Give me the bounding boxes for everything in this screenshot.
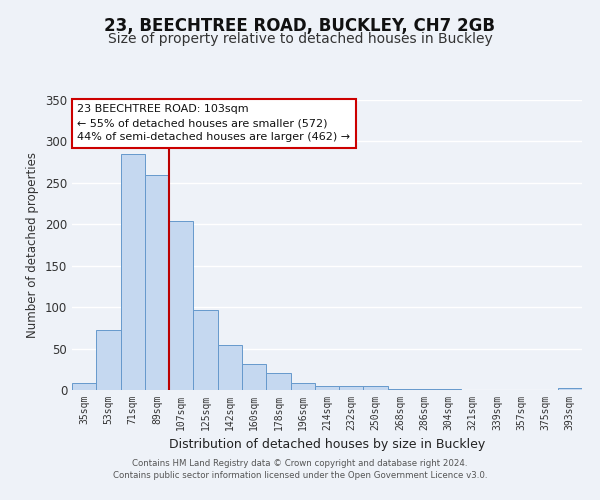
Text: Contains HM Land Registry data © Crown copyright and database right 2024.
Contai: Contains HM Land Registry data © Crown c… (113, 458, 487, 480)
Bar (169, 221, 193, 390)
Bar (145, 174, 169, 390)
Bar (72, 382, 96, 390)
Bar (218, 346, 242, 390)
Bar (412, 389, 436, 390)
Bar (96, 330, 121, 390)
Bar (339, 386, 364, 390)
Text: Size of property relative to detached houses in Buckley: Size of property relative to detached ho… (107, 32, 493, 46)
Y-axis label: Number of detached properties: Number of detached properties (26, 152, 40, 338)
Bar (388, 389, 412, 390)
Bar (290, 384, 315, 390)
Bar (364, 386, 388, 390)
Bar (558, 388, 582, 390)
Bar (121, 154, 145, 390)
Text: 23 BEECHTREE ROAD: 103sqm
← 55% of detached houses are smaller (572)
44% of semi: 23 BEECHTREE ROAD: 103sqm ← 55% of detac… (77, 104, 350, 142)
X-axis label: Distribution of detached houses by size in Buckley: Distribution of detached houses by size … (169, 438, 485, 452)
Text: 23, BEECHTREE ROAD, BUCKLEY, CH7 2GB: 23, BEECHTREE ROAD, BUCKLEY, CH7 2GB (104, 18, 496, 36)
Bar (436, 389, 461, 390)
Bar (315, 386, 339, 390)
Bar (242, 364, 266, 390)
Bar (193, 310, 218, 390)
Bar (266, 372, 290, 390)
